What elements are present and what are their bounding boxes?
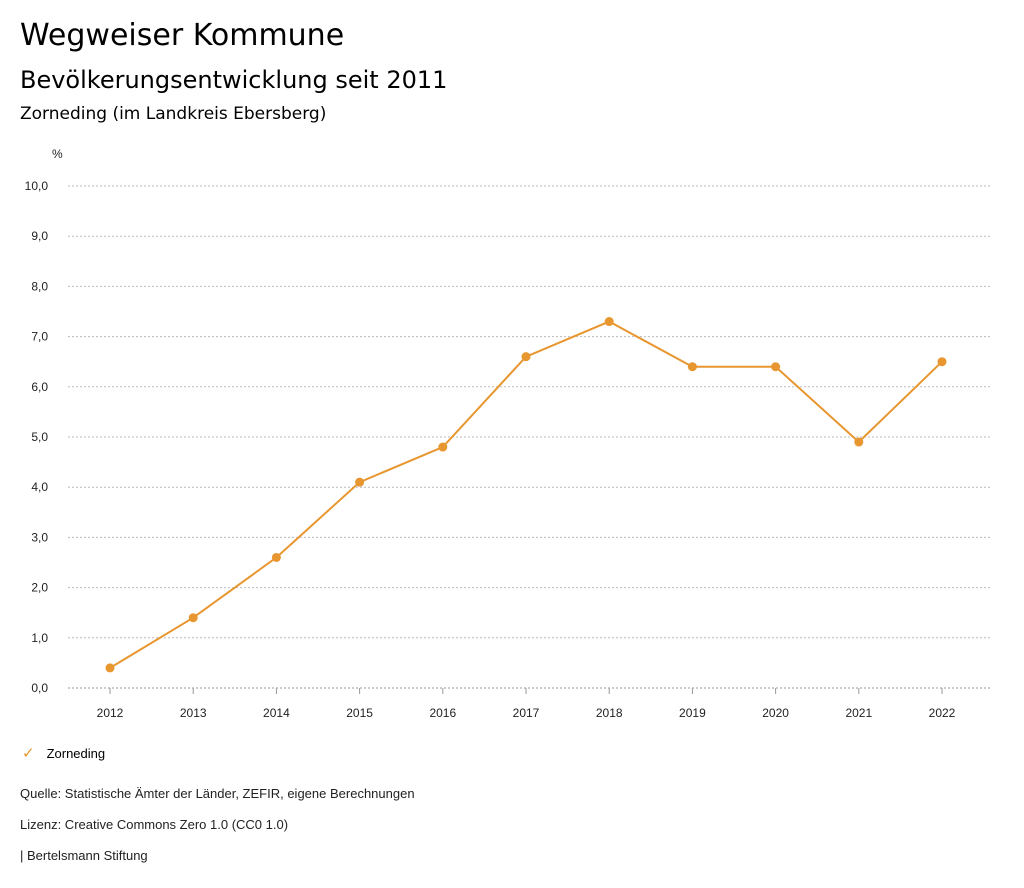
y-tick-label: 6,0 [31,380,48,394]
y-axis-ticks: 0,0 1,0 2,0 3,0 4,0 5,0 6,0 7,0 8,0 9,0 10,0 [25,179,49,695]
page-title: Wegweiser Kommune [20,18,345,53]
data-point[interactable] [521,352,531,362]
chart-subtitle: Bevölkerungsentwicklung seit 2011 [20,66,448,94]
x-tick-label: 2021 [845,706,872,720]
license-note: Lizenz: Creative Commons Zero 1.0 (CC0 1… [20,817,289,832]
x-tick-label: 2013 [180,706,207,720]
x-tick-label: 2018 [596,706,623,720]
data-point[interactable] [854,437,864,447]
x-axis-ticks: 2012 2013 2014 2015 2016 2017 2018 2019 2020 2021… [97,688,956,720]
data-point[interactable] [937,357,947,367]
x-tick-label: 2012 [97,706,124,720]
y-axis-unit: % [52,147,63,161]
x-tick-label: 2022 [929,706,956,720]
publisher-note: | Bertelsmann Stiftung [20,848,148,863]
y-tick-label: 7,0 [31,330,48,344]
x-tick-label: 2016 [429,706,456,720]
grid-lines [68,185,990,689]
series-zorneding [105,317,947,673]
y-tick-label: 10,0 [25,179,49,193]
source-note: Quelle: Statistische Ämter der Länder, Z… [20,786,415,801]
y-tick-label: 4,0 [31,480,48,494]
y-tick-label: 5,0 [31,430,48,444]
y-tick-label: 8,0 [31,279,48,293]
data-point[interactable] [188,613,198,623]
line-chart: % 0,0 1,0 2,0 3,0 4,0 5,0 6,0 7,0 8,0 9,0 10,0 201… [25,147,990,720]
legend-item-zorneding[interactable]: ✓ Zorneding [22,744,105,762]
y-tick-label: 0,0 [31,681,48,695]
x-tick-label: 2019 [679,706,706,720]
data-point[interactable] [271,552,281,562]
y-tick-label: 3,0 [31,530,48,544]
y-tick-label: 2,0 [31,581,48,595]
data-point[interactable] [355,477,365,487]
data-point[interactable] [105,663,115,673]
x-tick-label: 2020 [762,706,789,720]
data-point[interactable] [604,317,614,327]
x-tick-label: 2017 [513,706,540,720]
y-tick-label: 1,0 [31,631,48,645]
y-tick-label: 9,0 [31,229,48,243]
legend-label: Zorneding [46,745,106,761]
check-icon: ✓ [22,745,35,762]
series-line [109,320,943,669]
data-point[interactable] [687,362,697,372]
x-tick-label: 2015 [346,706,373,720]
data-point[interactable] [438,442,448,452]
x-tick-label: 2014 [263,706,290,720]
region-label: Zorneding (im Landkreis Ebersberg) [20,104,327,124]
data-point[interactable] [771,362,781,372]
